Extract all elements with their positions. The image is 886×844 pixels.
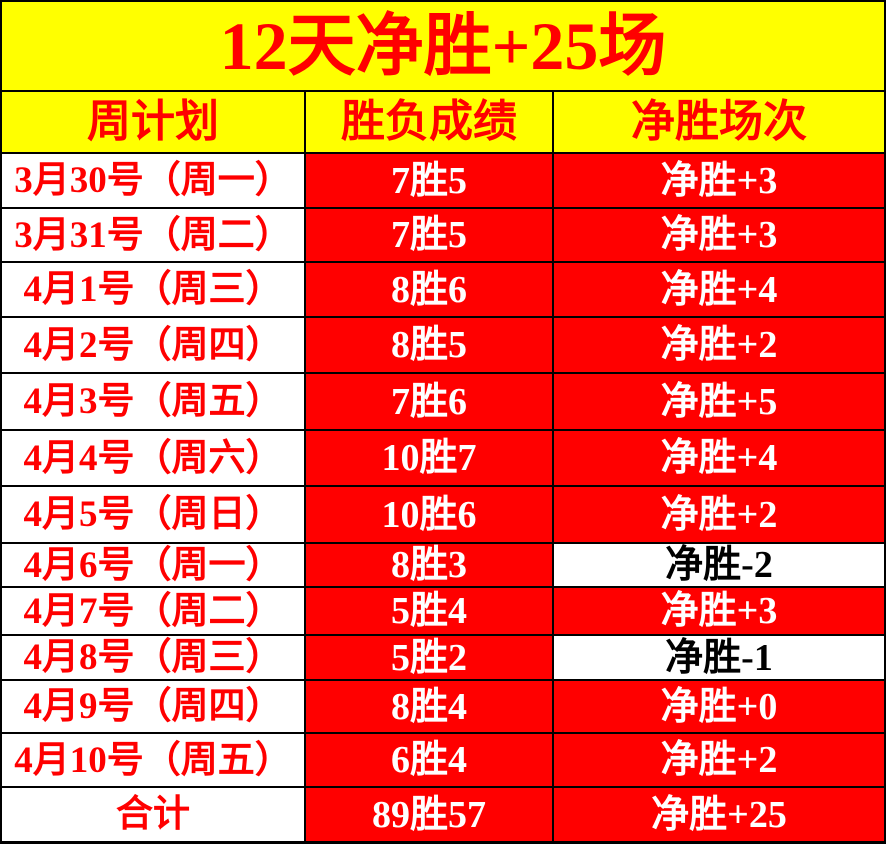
total-net-cell: 净胜+25 — [554, 788, 884, 841]
total-record-cell: 89胜57 — [306, 788, 552, 841]
header-cell-net-wins: 净胜场次 — [554, 92, 884, 152]
record-cell: 7胜6 — [306, 374, 552, 429]
plan-cell: 4月4号（周六） — [2, 431, 304, 485]
plan-cell: 4月6号（周一） — [2, 544, 304, 586]
record-cell: 8胜5 — [306, 318, 552, 372]
net-cell: 净胜+2 — [554, 734, 884, 786]
net-cell: 净胜+3 — [554, 588, 884, 634]
record-cell: 10胜7 — [306, 431, 552, 485]
net-cell-negative: 净胜-1 — [554, 636, 884, 679]
record-cell: 7胜5 — [306, 154, 552, 207]
total-label-cell: 合计 — [2, 788, 304, 841]
title-banner: 12天净胜+25场 — [2, 2, 884, 90]
header-cell-win-loss-record: 胜负成绩 — [306, 92, 552, 152]
plan-cell: 3月31号（周二） — [2, 209, 304, 261]
net-cell: 净胜+3 — [554, 209, 884, 261]
net-cell: 净胜+2 — [554, 318, 884, 372]
net-cell: 净胜+4 — [554, 431, 884, 485]
net-cell-negative: 净胜-2 — [554, 544, 884, 586]
header-cell-week-plan: 周计划 — [2, 92, 304, 152]
plan-cell: 4月5号（周日） — [2, 487, 304, 542]
plan-cell: 4月3号（周五） — [2, 374, 304, 429]
record-cell: 8胜4 — [306, 681, 552, 732]
record-cell: 5胜2 — [306, 636, 552, 679]
net-cell: 净胜+2 — [554, 487, 884, 542]
plan-cell: 4月8号（周三） — [2, 636, 304, 679]
record-cell: 7胜5 — [306, 209, 552, 261]
plan-cell: 4月7号（周二） — [2, 588, 304, 634]
plan-cell: 4月1号（周三） — [2, 263, 304, 316]
net-cell: 净胜+4 — [554, 263, 884, 316]
net-cell: 净胜+3 — [554, 154, 884, 207]
net-cell: 净胜+5 — [554, 374, 884, 429]
plan-cell: 3月30号（周一） — [2, 154, 304, 207]
record-cell: 5胜4 — [306, 588, 552, 634]
record-cell: 6胜4 — [306, 734, 552, 786]
plan-cell: 4月10号（周五） — [2, 734, 304, 786]
plan-cell: 4月2号（周四） — [2, 318, 304, 372]
record-cell: 8胜6 — [306, 263, 552, 316]
plan-cell: 4月9号（周四） — [2, 681, 304, 732]
record-cell: 10胜6 — [306, 487, 552, 542]
net-cell: 净胜+0 — [554, 681, 884, 732]
record-cell: 8胜3 — [306, 544, 552, 586]
